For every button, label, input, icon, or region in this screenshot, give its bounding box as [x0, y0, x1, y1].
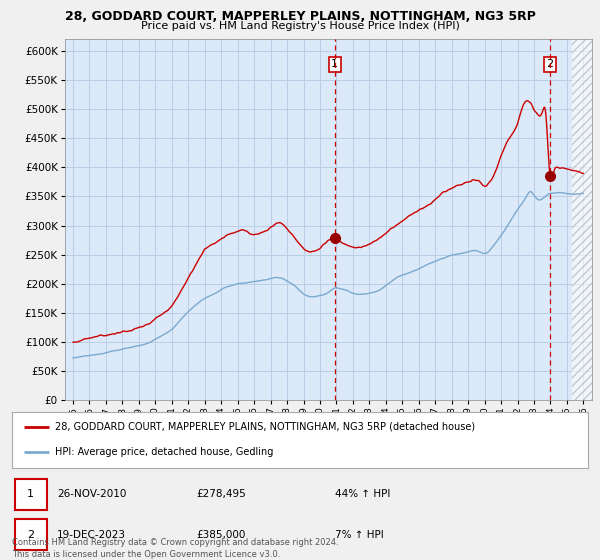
Text: 28, GODDARD COURT, MAPPERLEY PLAINS, NOTTINGHAM, NG3 5RP (detached house): 28, GODDARD COURT, MAPPERLEY PLAINS, NOT… — [55, 422, 475, 432]
FancyBboxPatch shape — [15, 479, 47, 510]
Text: 7% ↑ HPI: 7% ↑ HPI — [335, 530, 383, 540]
Text: 19-DEC-2023: 19-DEC-2023 — [57, 530, 126, 540]
Text: 1: 1 — [331, 59, 338, 69]
Bar — [572, 39, 592, 400]
Text: Price paid vs. HM Land Registry's House Price Index (HPI): Price paid vs. HM Land Registry's House … — [140, 21, 460, 31]
Text: £385,000: £385,000 — [196, 530, 245, 540]
Text: 2: 2 — [547, 59, 554, 69]
Text: 44% ↑ HPI: 44% ↑ HPI — [335, 489, 390, 500]
Text: Contains HM Land Registry data © Crown copyright and database right 2024.
This d: Contains HM Land Registry data © Crown c… — [12, 538, 338, 559]
Text: 2: 2 — [27, 530, 34, 540]
Text: £278,495: £278,495 — [196, 489, 246, 500]
Text: 1: 1 — [27, 489, 34, 500]
Text: HPI: Average price, detached house, Gedling: HPI: Average price, detached house, Gedl… — [55, 447, 274, 458]
Text: 28, GODDARD COURT, MAPPERLEY PLAINS, NOTTINGHAM, NG3 5RP: 28, GODDARD COURT, MAPPERLEY PLAINS, NOT… — [65, 10, 535, 23]
FancyBboxPatch shape — [15, 520, 47, 550]
Text: 26-NOV-2010: 26-NOV-2010 — [57, 489, 127, 500]
